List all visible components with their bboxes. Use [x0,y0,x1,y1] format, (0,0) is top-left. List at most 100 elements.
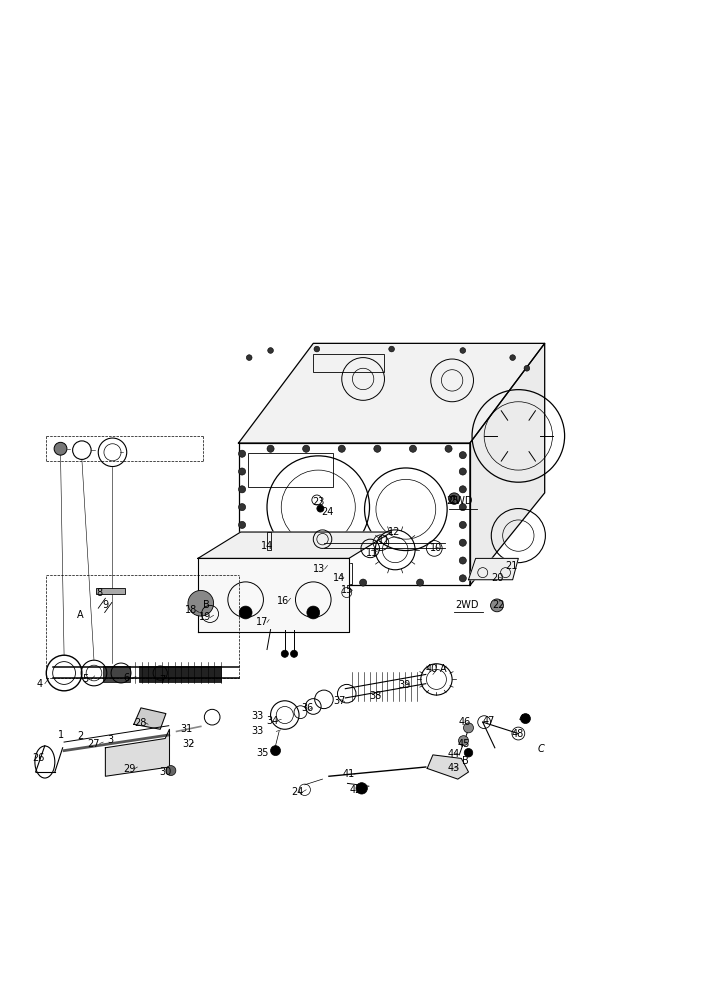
Circle shape [417,579,424,586]
Circle shape [314,346,320,352]
Circle shape [268,348,273,353]
Text: 47: 47 [483,716,496,726]
Circle shape [459,575,466,582]
Text: 37: 37 [333,696,346,706]
Text: 30: 30 [159,767,172,777]
Text: 24: 24 [291,787,304,797]
Circle shape [166,766,176,776]
Circle shape [303,579,310,586]
Circle shape [459,452,466,459]
Circle shape [459,557,466,564]
Circle shape [239,521,246,528]
Text: A: A [76,610,83,620]
Text: C: C [449,495,456,505]
Circle shape [246,355,252,360]
Bar [313,354,384,372]
Text: 8: 8 [97,588,103,598]
Circle shape [445,445,452,452]
Text: 15: 15 [341,585,354,595]
Text: 9: 9 [103,600,108,610]
Text: 35: 35 [256,748,268,758]
Circle shape [459,504,466,511]
Text: 33: 33 [251,726,264,736]
Text: 31: 31 [180,724,193,734]
Text: 49: 49 [518,714,531,724]
Text: A: A [439,664,446,674]
Text: 43: 43 [447,763,460,773]
Polygon shape [105,729,169,776]
Bar [267,532,271,550]
Text: 14: 14 [261,541,273,551]
Text: 24: 24 [321,507,334,517]
Circle shape [239,539,246,546]
Text: 40: 40 [426,664,439,674]
Circle shape [303,445,310,452]
Circle shape [239,450,246,457]
Circle shape [520,714,530,724]
Text: 44: 44 [447,749,460,759]
Text: 21: 21 [505,561,518,571]
Text: 28: 28 [134,718,147,728]
Circle shape [459,486,466,493]
Circle shape [510,355,515,360]
Text: B: B [203,600,210,610]
Polygon shape [198,532,392,558]
Circle shape [464,723,473,733]
Circle shape [239,468,246,475]
Polygon shape [239,443,470,585]
Circle shape [317,505,324,512]
Text: 1: 1 [58,730,63,740]
Polygon shape [468,558,518,580]
Circle shape [464,748,473,757]
Text: 36: 36 [301,703,314,713]
Bar [96,588,125,594]
Circle shape [239,557,246,564]
Text: 18: 18 [184,605,197,615]
Text: 42: 42 [350,785,362,795]
Circle shape [267,445,274,452]
Text: C: C [538,744,545,754]
Text: 34: 34 [266,716,278,726]
Circle shape [239,504,246,511]
Circle shape [459,736,468,746]
Circle shape [524,365,530,371]
Circle shape [239,575,246,582]
Text: 38: 38 [369,691,382,701]
Text: 14: 14 [333,573,345,583]
Text: 45: 45 [458,739,471,749]
Text: 33: 33 [251,711,264,721]
Text: 6: 6 [124,673,130,683]
Circle shape [338,445,345,452]
Circle shape [356,783,367,794]
Circle shape [459,468,466,475]
Text: 46: 46 [458,717,471,727]
Polygon shape [134,708,166,729]
Circle shape [374,445,381,452]
Text: 5: 5 [83,674,88,684]
Circle shape [239,486,246,493]
Text: 32: 32 [182,739,195,749]
Polygon shape [198,558,349,632]
Text: 48: 48 [511,729,524,739]
Circle shape [188,590,214,616]
Circle shape [389,346,394,352]
Text: 26: 26 [32,753,45,763]
Text: 2: 2 [78,731,83,741]
Circle shape [290,650,298,657]
Text: 2WD: 2WD [449,496,473,506]
Circle shape [459,521,466,528]
Text: 27: 27 [88,739,100,749]
Text: 10: 10 [429,543,442,553]
Text: 39: 39 [398,680,411,690]
Polygon shape [427,755,468,779]
Text: 7: 7 [159,675,165,685]
Text: 3: 3 [108,735,113,745]
Circle shape [459,539,466,546]
Text: 29: 29 [123,764,136,774]
Bar [139,666,221,682]
Circle shape [307,606,320,619]
Text: 23: 23 [312,497,325,507]
Text: 11: 11 [378,536,391,546]
Bar [248,453,333,487]
Circle shape [281,650,288,657]
